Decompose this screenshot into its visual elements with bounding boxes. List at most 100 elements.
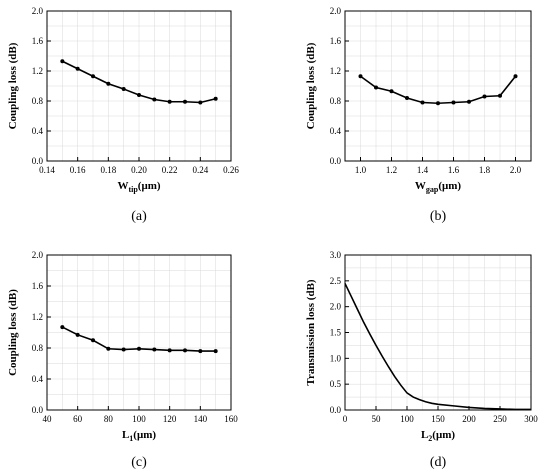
x-tick-label: 140: [194, 414, 208, 424]
data-point: [405, 96, 409, 100]
x-tick-label: 0.16: [70, 165, 86, 175]
x-axis-label: L2(μm): [421, 429, 455, 443]
x-axis-label-sub: 1: [129, 434, 133, 443]
x-tick-label: 0.24: [192, 165, 208, 175]
x-tick-label: 0: [343, 414, 348, 424]
data-point: [198, 349, 203, 354]
x-axis-label-sub: tip: [128, 185, 138, 194]
x-axis-label-unit: (μm): [138, 180, 161, 192]
y-tick-label: 1.6: [32, 281, 44, 291]
x-axis-label-unit: (μm): [133, 429, 156, 441]
x-tick-label: 0.14: [39, 165, 55, 175]
x-axis-label: Wtip(μm): [117, 180, 160, 194]
data-point: [183, 99, 187, 104]
y-tick-label: 2.0: [32, 6, 44, 16]
x-tick-label: 0.20: [131, 165, 147, 175]
data-point: [121, 347, 126, 352]
data-point: [167, 99, 172, 104]
y-tick-label: 1.6: [32, 36, 44, 46]
data-point: [106, 346, 111, 351]
y-tick-label: 0.0: [32, 405, 44, 415]
data-point: [60, 59, 65, 64]
data-point: [75, 66, 80, 71]
data-point: [121, 87, 126, 91]
x-axis-label-unit: (μm): [432, 429, 455, 441]
y-tick-label: 0.4: [32, 374, 44, 384]
panel-caption: (a): [131, 209, 147, 224]
y-tick-label: 1.6: [330, 36, 342, 46]
x-tick-label: 100: [132, 414, 146, 424]
y-tick-label: 0.8: [32, 96, 44, 106]
y-tick-label: 2.0: [330, 6, 342, 16]
data-point: [213, 349, 218, 354]
y-tick-label: 1.5: [330, 328, 342, 338]
y-tick-label: 1.2: [330, 66, 341, 76]
x-tick-label: 0.22: [162, 165, 178, 175]
x-tick-label: 250: [493, 414, 507, 424]
x-tick-label: 0.26: [223, 165, 239, 175]
x-axis-label-main: W: [415, 180, 426, 192]
y-tick-label: 1.2: [32, 66, 43, 76]
data-point: [436, 101, 440, 106]
x-axis-label-main: L: [421, 429, 428, 441]
data-point: [137, 346, 141, 351]
data-point: [106, 81, 111, 86]
chart-panel-1: 0.0 0.4 0.8 1.2 1.6 2.0 0.14 0.16 0.18 0.20 0.22 0.…: [7, 6, 239, 224]
y-tick-label: 1.2: [32, 312, 43, 322]
data-point: [91, 338, 95, 343]
data-point: [482, 94, 487, 99]
data-point: [498, 93, 502, 98]
x-tick-label: 60: [73, 414, 83, 424]
x-tick-label: 1.8: [479, 165, 491, 175]
x-tick-label: 1.2: [386, 165, 397, 175]
grid: [344, 254, 532, 411]
data-point: [75, 332, 80, 337]
y-tick-label: 0.5: [330, 379, 342, 389]
data-point: [451, 100, 456, 105]
y-tick-label: 0.8: [330, 96, 342, 106]
y-tick-label: 0.4: [32, 126, 44, 136]
x-axis-label-sub: gap: [426, 185, 439, 194]
data-point: [213, 96, 218, 101]
data-point: [152, 347, 157, 352]
y-tick-label: 0.0: [32, 156, 44, 166]
y-tick-label: 2.0: [32, 250, 44, 260]
grid: [46, 10, 232, 162]
data-point: [91, 74, 95, 79]
x-tick-label: 0.18: [100, 165, 116, 175]
y-tick-label: 1.0: [330, 353, 342, 363]
x-tick-label: 200: [462, 414, 476, 424]
data-point: [60, 325, 65, 330]
x-tick-label: 2.0: [510, 165, 522, 175]
data-point: [374, 85, 378, 90]
y-tick-label: 0.8: [32, 343, 44, 353]
x-tick-label: 160: [224, 414, 238, 424]
data-point: [152, 97, 157, 102]
data-point: [513, 74, 518, 79]
x-tick-label: 150: [431, 414, 445, 424]
y-axis-label: Coupling loss (dB): [305, 42, 317, 129]
data-point: [198, 100, 203, 105]
x-tick-label: 1.6: [448, 165, 460, 175]
x-axis-label: L1(μm): [122, 429, 156, 443]
x-tick-label: 80: [104, 414, 114, 424]
x-tick-label: 40: [43, 414, 53, 424]
y-tick-label: 0.0: [330, 156, 342, 166]
x-tick-label: 100: [400, 414, 414, 424]
x-tick-label: 50: [372, 414, 382, 424]
chart-panel-4: 0.0 0.5 1.0 1.5 2.0 2.5 3.0 0 50 100 150 200 250 300 T…: [305, 250, 538, 470]
y-tick-label: 3.0: [330, 250, 342, 260]
data-point: [467, 99, 471, 104]
x-axis-label-main: W: [117, 180, 128, 192]
x-axis-label-main: L: [122, 429, 129, 441]
series-line: [344, 283, 531, 411]
data-point: [420, 100, 425, 105]
panel-caption: (b): [430, 209, 447, 224]
x-tick-label: 120: [163, 414, 177, 424]
chart-panel-3: 0.0 0.4 0.8 1.2 1.6 2.0 40 60 80 100 120 140 160 Coup…: [7, 250, 238, 470]
x-axis-label-sub: 2: [428, 434, 432, 443]
x-tick-label: 300: [524, 414, 538, 424]
data-point: [183, 348, 187, 353]
x-tick-label: 1.4: [417, 165, 429, 175]
